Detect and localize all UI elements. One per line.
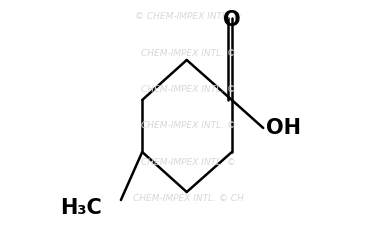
Text: CHEM-IMPEX INTL. ©: CHEM-IMPEX INTL. © xyxy=(141,49,235,58)
Text: © CHEM-IMPEX INTL. ©: © CHEM-IMPEX INTL. © xyxy=(135,12,242,22)
Text: CHEM-IMPEX INTL. ©: CHEM-IMPEX INTL. © xyxy=(141,158,235,167)
Text: O: O xyxy=(223,10,241,30)
Text: CHEM-IMPEX INTL. ©: CHEM-IMPEX INTL. © xyxy=(141,121,235,130)
Text: CHEM-IMPEX INTL. ©: CHEM-IMPEX INTL. © xyxy=(141,85,235,94)
Text: H₃C: H₃C xyxy=(60,198,102,218)
Text: CHEM-IMPEX INTL. © CH: CHEM-IMPEX INTL. © CH xyxy=(133,194,244,203)
Text: OH: OH xyxy=(266,118,301,138)
